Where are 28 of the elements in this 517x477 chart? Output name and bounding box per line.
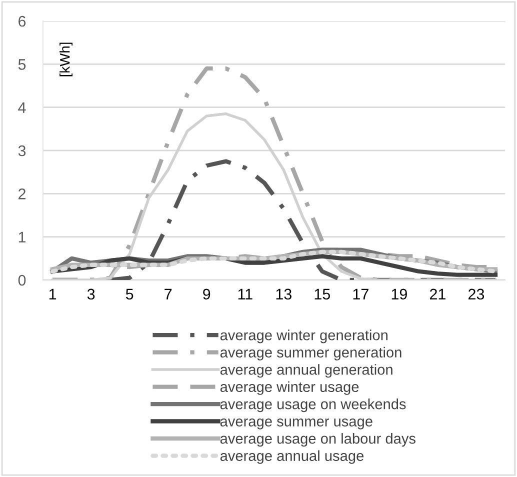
legend-label: average winter generation: [220, 330, 388, 344]
legend-label: average usage on labour days: [220, 433, 416, 447]
x-tick-label: 7: [164, 288, 172, 300]
x-tick-label: 19: [392, 288, 407, 300]
x-tick-label: 1: [49, 288, 56, 300]
x-tick-label: 11: [238, 288, 252, 300]
y-tick-label: 6: [18, 16, 26, 27]
x-tick-label: 9: [203, 288, 210, 300]
x-tick-label: 23: [468, 288, 484, 300]
y-tick-label: 5: [18, 59, 26, 70]
legend-label: average usage on weekends: [220, 398, 406, 412]
y-tick-label: 0: [18, 274, 26, 286]
x-tick-label: 17: [353, 288, 368, 300]
y-tick-label: 3: [18, 145, 26, 156]
y-tick-label: 4: [18, 102, 26, 113]
legend-label: average winter usage: [220, 381, 359, 395]
legend-label: average annual usage: [220, 450, 364, 464]
x-tick-label: 13: [276, 288, 292, 300]
x-tick-label: 3: [87, 288, 95, 300]
x-tick-label: 21: [430, 288, 446, 300]
legend-label: average summer generation: [220, 346, 402, 360]
y-tick-label: 1: [18, 232, 26, 242]
x-tick-label: 5: [126, 288, 134, 300]
legend-label: average summer usage: [220, 418, 372, 430]
x-tick-label: 15: [314, 288, 330, 300]
y-tick-label: 2: [18, 188, 26, 200]
y-axis-title: [kWh]: [60, 42, 72, 76]
legend-label: average annual generation: [220, 364, 392, 378]
